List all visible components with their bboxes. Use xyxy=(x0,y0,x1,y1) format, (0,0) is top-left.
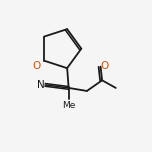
Text: O: O xyxy=(100,61,109,71)
Text: N: N xyxy=(37,80,45,90)
Text: Me: Me xyxy=(62,101,75,110)
Text: O: O xyxy=(33,61,41,71)
